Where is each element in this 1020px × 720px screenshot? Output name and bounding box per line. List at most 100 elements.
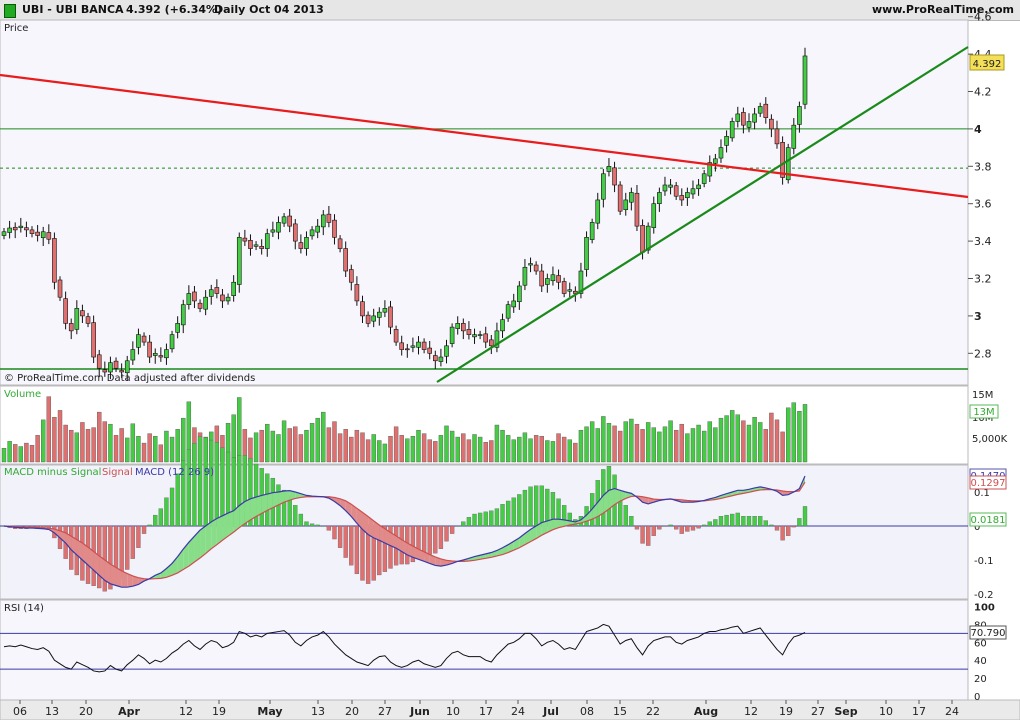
volume-bar — [371, 434, 376, 463]
volume-bar — [337, 433, 343, 463]
price-candle — [35, 231, 40, 236]
macd-histogram-bar — [662, 525, 668, 527]
macd-signal-fill — [586, 509, 593, 522]
price-candle — [696, 184, 701, 190]
price-candle — [522, 266, 528, 286]
price-candle — [371, 315, 376, 322]
volume-bar — [741, 420, 746, 463]
volume-bar — [528, 438, 533, 463]
macd-histogram-bar — [354, 525, 360, 575]
macd-histogram-bar — [802, 506, 808, 527]
price-candle — [141, 335, 147, 343]
price-candle — [40, 231, 46, 239]
macd-histogram-bar — [690, 525, 696, 531]
macd-histogram-bar — [634, 525, 640, 530]
macd-signal-fill — [272, 492, 279, 508]
volume-bar — [522, 432, 528, 463]
price-candle — [617, 184, 623, 212]
x-tick-label: 20 — [79, 705, 93, 718]
volume-bar — [690, 428, 696, 463]
price-candle — [309, 229, 315, 237]
macd-histogram-bar — [528, 486, 533, 527]
volume-bar — [175, 429, 180, 463]
macd-histogram-bar — [298, 513, 304, 527]
volume-bar — [147, 433, 152, 463]
volume-bar — [248, 437, 253, 463]
price-candle — [780, 142, 785, 178]
volume-bar — [164, 430, 169, 463]
price-candle — [91, 322, 96, 358]
macd-signal-fill — [188, 536, 195, 567]
price-candle — [225, 296, 231, 302]
volume-bar — [718, 417, 724, 463]
macd-histogram-bar — [466, 517, 472, 527]
volume-bar — [802, 404, 808, 463]
volume-bar — [511, 439, 516, 463]
volume-bar — [416, 429, 421, 463]
macd-histogram-bar — [713, 519, 718, 527]
volume-bar — [455, 436, 460, 463]
price-candle — [208, 289, 214, 297]
volume-bar — [679, 423, 684, 463]
macd-histogram-bar — [758, 516, 763, 527]
macd-signal-fill — [334, 497, 341, 506]
macd-signal-fill — [368, 516, 374, 538]
price-candle — [797, 106, 802, 125]
macd-histogram-bar — [494, 508, 500, 527]
volume-bar — [617, 430, 623, 463]
macd-signal-fill — [552, 519, 559, 530]
price-candle — [80, 310, 85, 317]
price-candle — [511, 300, 517, 308]
price-tick-label: 4.6 — [974, 11, 992, 24]
macd-histogram-bar — [505, 500, 511, 527]
volume-bar — [321, 411, 326, 463]
macd-signal-fill — [435, 556, 441, 567]
macd-signal-fill — [284, 490, 290, 503]
price-candle — [175, 323, 180, 333]
volume-bar — [35, 435, 40, 463]
volume-bar — [69, 429, 74, 463]
x-tick-label: 13 — [311, 705, 325, 718]
price-candle — [685, 192, 690, 199]
price-candle — [63, 298, 68, 324]
volume-bar — [640, 429, 645, 463]
price-candle — [348, 269, 354, 283]
price-candle — [763, 103, 769, 118]
instrument-icon[interactable] — [4, 4, 16, 18]
price-tick-label: 4 — [974, 123, 982, 136]
volume-bar — [769, 412, 774, 463]
price-candle — [410, 345, 416, 348]
price-candle — [186, 293, 192, 305]
price-candle — [57, 279, 63, 298]
macd-signal-fill — [390, 532, 397, 549]
macd-tick-label: -0.2 — [974, 590, 994, 601]
macd-minus-signal-title: MACD minus Signal — [4, 467, 101, 478]
price-candle — [774, 128, 780, 145]
price-candle — [662, 184, 668, 192]
x-tick-label: 20 — [345, 705, 359, 718]
volume-bar — [746, 424, 752, 463]
macd-histogram-bar — [169, 487, 175, 527]
macd-histogram-bar — [517, 494, 522, 527]
price-candle — [785, 147, 791, 181]
volume-bar — [377, 440, 382, 463]
macd-histogram-bar — [332, 525, 337, 540]
macd-signal-fill — [93, 551, 100, 576]
volume-bar — [545, 440, 550, 463]
macd-histogram-bar — [522, 489, 528, 527]
volume-badge-label: 13M — [973, 407, 994, 418]
macd-signal-fill — [362, 512, 369, 535]
macd-histogram-bar — [281, 489, 287, 527]
price-candle — [517, 285, 522, 302]
macd-signal-fill — [407, 543, 413, 558]
volume-bar — [774, 419, 780, 463]
macd-signal-fill — [614, 488, 621, 505]
price-candle — [304, 237, 309, 249]
site-link[interactable]: www.ProRealTime.com — [871, 3, 1014, 16]
x-tick-label: May — [257, 705, 282, 718]
price-candle — [449, 326, 455, 344]
macd-histogram-bar — [253, 463, 259, 527]
price-candle — [337, 238, 343, 249]
macd-signal-fill — [54, 529, 61, 538]
